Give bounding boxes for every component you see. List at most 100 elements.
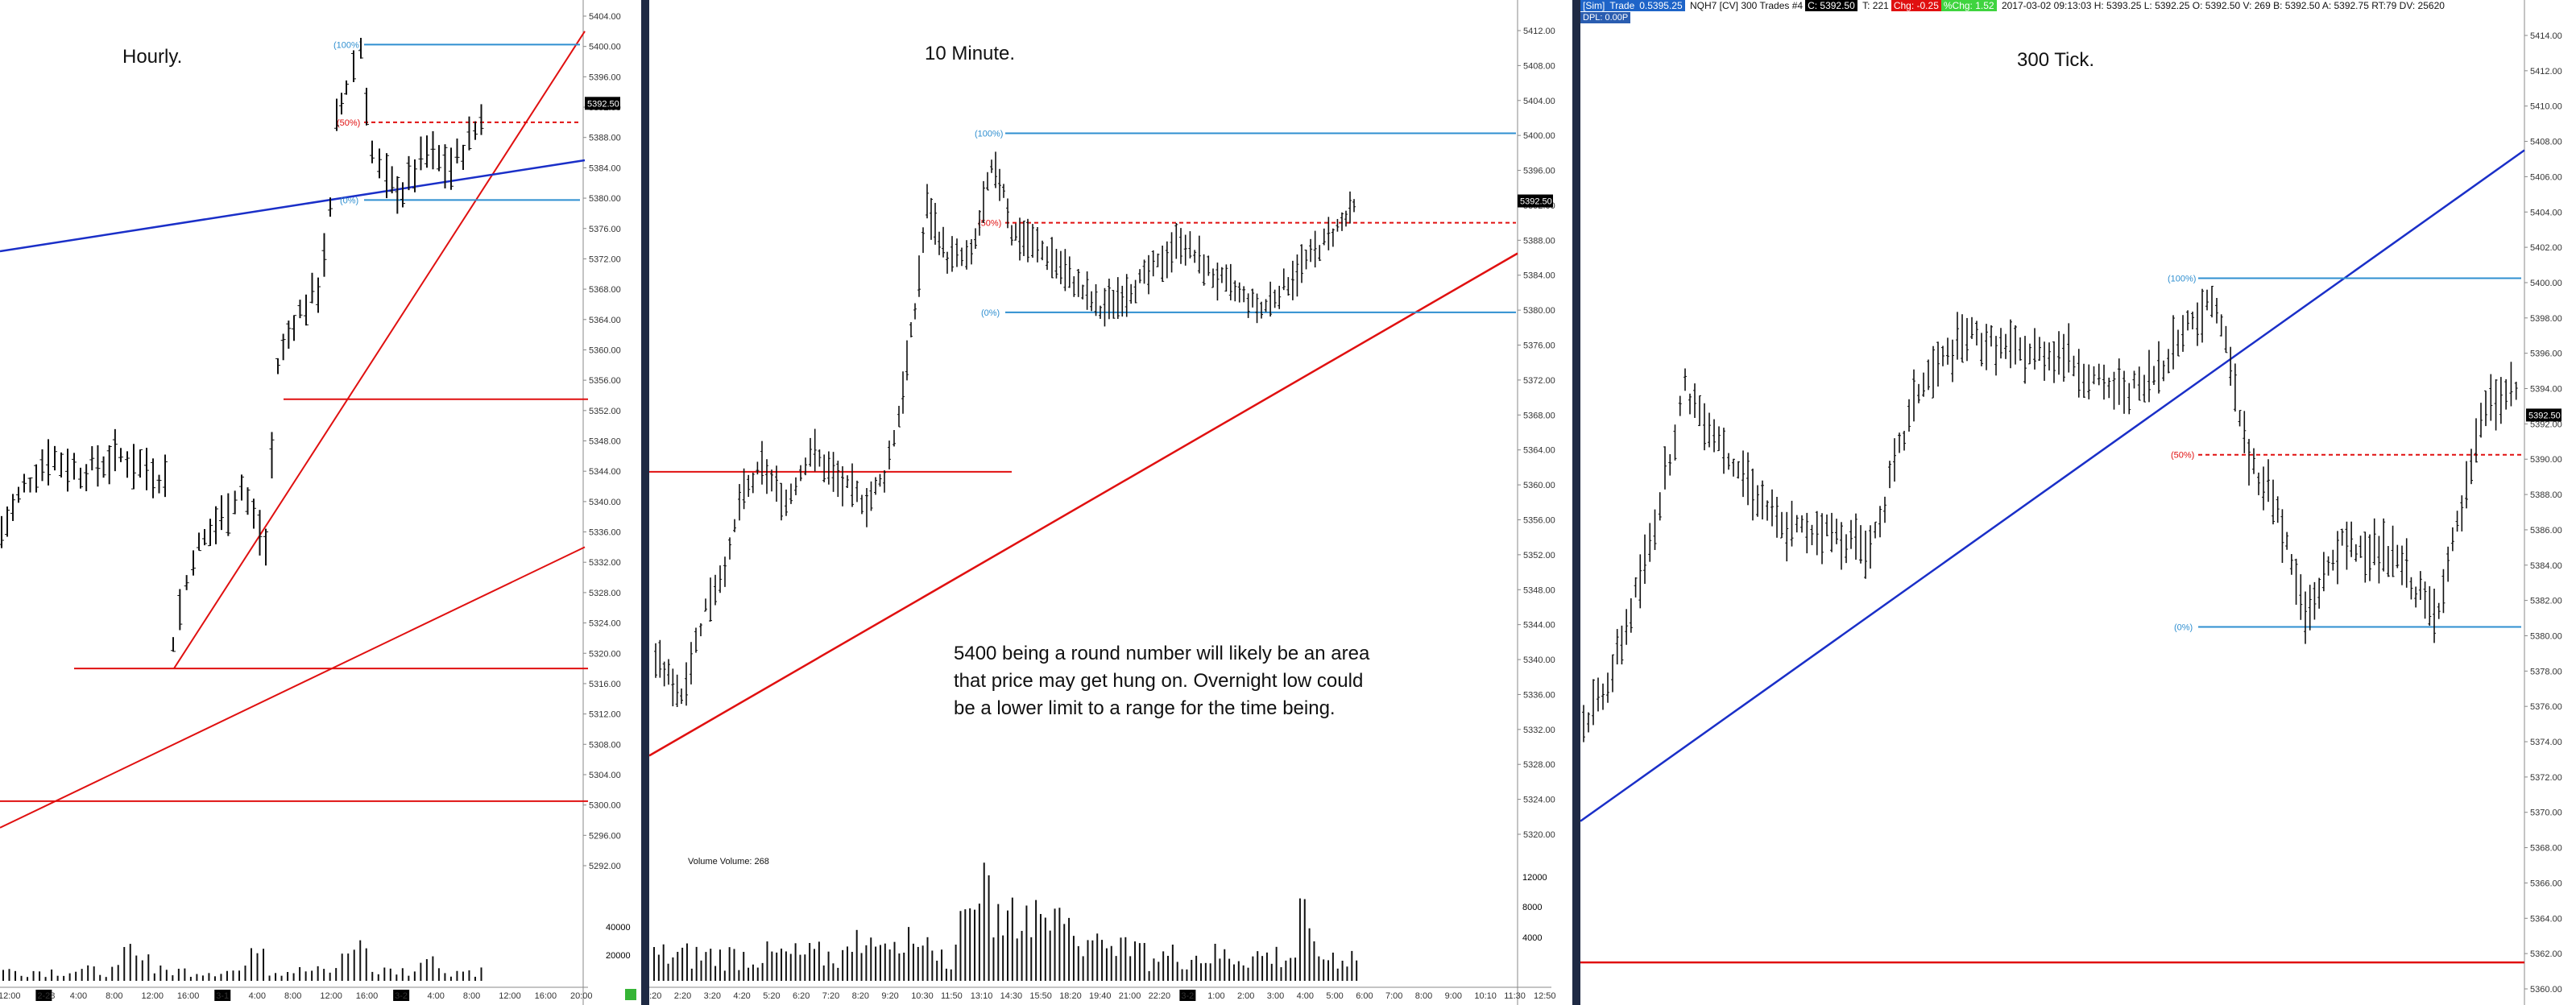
price-axis-label: 5398.00: [2530, 314, 2562, 324]
change-value: Chg: -0.25: [1891, 0, 1941, 11]
price-axis-label: 5292.00: [589, 862, 621, 871]
time-axis-label: 18:20: [1059, 991, 1082, 1001]
time-axis-label: 16:00: [535, 991, 557, 1001]
chart-toolbar: [Sim] Trade 0.5395.25 NQH7 [CV] 300 Trades…: [1580, 0, 2576, 23]
price-axis-label: 5372.00: [1523, 376, 1555, 386]
time-axis-label: 8:00: [1415, 991, 1432, 1001]
price-axis-label: 5332.00: [1523, 726, 1555, 735]
ten-minute-price-axis: 5412.00 5408.00 5404.00 5400.00 5396.00 5392.…: [1517, 0, 1555, 1005]
price-axis-label: 5412.00: [2530, 67, 2562, 77]
time-axis-label: 5:00: [1326, 991, 1343, 1001]
price-axis-label: 5376.00: [2530, 702, 2562, 712]
time-axis-label: 14:30: [1000, 991, 1023, 1001]
price-axis-label: 5362.00: [2530, 949, 2562, 959]
trade-badge[interactable]: Trade: [1607, 0, 1638, 11]
fib-0-label: (0%): [340, 196, 358, 205]
bar-info: 2017-03-02 09:13:03 H: 5393.25 L: 5392.2…: [2001, 0, 2445, 11]
price-axis-label: 5396.00: [589, 72, 621, 82]
price-axis-label: 5414.00: [2530, 31, 2562, 41]
last-price-tag: [2526, 408, 2562, 422]
uptrend-line: [649, 252, 1518, 757]
price-axis-label: 5332.00: [589, 558, 621, 568]
price-axis-label: 5402.00: [2530, 243, 2562, 253]
time-axis-label: 1:20: [649, 991, 661, 1001]
panel-corner-mark[interactable]: [625, 989, 636, 1000]
date-marker: [1179, 990, 1196, 1001]
price-axis-label: 5336.00: [1523, 690, 1555, 700]
time-axis-label: 6:00: [1356, 991, 1373, 1001]
volume-bars: [653, 862, 1358, 981]
price-axis-label: 5408.00: [1523, 61, 1555, 71]
price-axis-label: 5368.00: [2530, 844, 2562, 854]
time-axis-label: 8:00: [284, 991, 301, 1001]
symbol-label[interactable]: NQH7 [CV] 300 Trades #4: [1689, 0, 1804, 11]
price-axis-label: 5384.00: [2530, 561, 2562, 571]
price-axis-label: 5352.00: [589, 407, 621, 416]
time-axis-label: 16:00: [177, 991, 200, 1001]
volume-axis-label: 8000: [1522, 903, 1542, 912]
price-axis-label: 5344.00: [1523, 621, 1555, 631]
panel-divider[interactable]: [641, 0, 649, 1005]
fib-0-label: (0%): [2174, 623, 2193, 633]
sim-badge[interactable]: [Sim]: [1580, 0, 1608, 11]
price-axis-label: 5384.00: [589, 163, 621, 173]
price-axis-label: 5356.00: [589, 376, 621, 386]
ticks-value: T: 221: [1862, 0, 1889, 11]
volume-title: Volume Volume: 268: [688, 857, 769, 866]
uptrend-line: [173, 31, 586, 669]
time-axis-label: 10:10: [1474, 991, 1497, 1001]
price-axis-label: 5352.00: [1523, 551, 1555, 560]
panel-divider[interactable]: [1572, 0, 1580, 1005]
price-axis-label: 5320.00: [1523, 830, 1555, 840]
price-axis-label: 5320.00: [589, 649, 621, 659]
time-axis-label: 12:00: [499, 991, 521, 1001]
blue-trend-line: [0, 159, 586, 253]
price-axis-label: 5396.00: [1523, 167, 1555, 176]
last-price-label: 5392.50: [1520, 197, 1552, 207]
chart-title: Hourly.: [122, 46, 182, 68]
price-axis-label: 5396.00: [2530, 349, 2562, 359]
price-axis-label: 5372.00: [2530, 773, 2562, 783]
price-axis-label: 5308.00: [589, 740, 621, 750]
price-axis-label: 5408.00: [2530, 138, 2562, 147]
time-axis-label: 8:00: [463, 991, 480, 1001]
price-axis-label: 5410.00: [2530, 102, 2562, 112]
price-axis-label: 5376.00: [1523, 341, 1555, 351]
time-axis-label: 22:20: [1149, 991, 1171, 1001]
price-axis-label: 5388.00: [2530, 490, 2562, 500]
tick-price-axis: 5414.00 5412.00 5410.00 5408.00 5406.00 5404.…: [2524, 0, 2562, 1005]
price-axis-label: 5364.00: [1523, 446, 1555, 456]
blue-trend-line: [1580, 149, 2525, 822]
price-axis-label: 5370.00: [2530, 809, 2562, 818]
chart-title: 300 Tick.: [2017, 49, 2094, 71]
time-axis-label: 3-1: [216, 991, 229, 1001]
date-marker: [393, 990, 410, 1001]
price-axis-label: 5348.00: [1523, 585, 1555, 595]
time-axis-label: 2-28: [37, 991, 55, 1001]
price-axis-label: 5386.00: [2530, 526, 2562, 536]
price-axis-label: 5340.00: [589, 498, 621, 507]
volume-axis-label: 40000: [606, 923, 631, 933]
analysis-note-line: 5400 being a round number will likely be…: [954, 643, 1370, 664]
price-axis-label: 5388.00: [1523, 236, 1555, 246]
price-badge[interactable]: 0.5395.25: [1637, 0, 1685, 11]
close-value: C: 5392.50: [1805, 0, 1857, 11]
price-axis-label: 5412.00: [1523, 27, 1555, 36]
price-axis-label: 5380.00: [589, 194, 621, 204]
last-price-tag: [1518, 194, 1553, 208]
last-price-label: 5392.50: [587, 99, 619, 109]
price-axis-label: 5394.00: [2530, 385, 2562, 395]
time-axis-label: 3:20: [704, 991, 721, 1001]
time-axis-label: 21:00: [1119, 991, 1141, 1001]
time-axis-label: 4:00: [428, 991, 445, 1001]
hourly-chart: 5404.005400.005396.005392.005388.005384.…: [0, 0, 631, 1005]
time-axis-label: 4:00: [70, 991, 87, 1001]
price-axis-label: 5360.00: [589, 345, 621, 355]
price-axis-label: 5376.00: [589, 225, 621, 234]
price-axis-label: 5400.00: [2530, 279, 2562, 288]
ten-minute-time-axis: 1:20 2:20 3:20 4:20 5:20 6:20 7:20 8:20 9:20 10:3…: [649, 986, 1556, 1001]
ten-minute-chart-panel: 5412.00 5408.00 5404.00 5400.00 5396.00 5392.…: [649, 0, 1572, 1005]
time-axis-label: 2:00: [1237, 991, 1254, 1001]
last-price-tag: [585, 97, 620, 110]
price-axis-label: 5336.00: [589, 528, 621, 538]
